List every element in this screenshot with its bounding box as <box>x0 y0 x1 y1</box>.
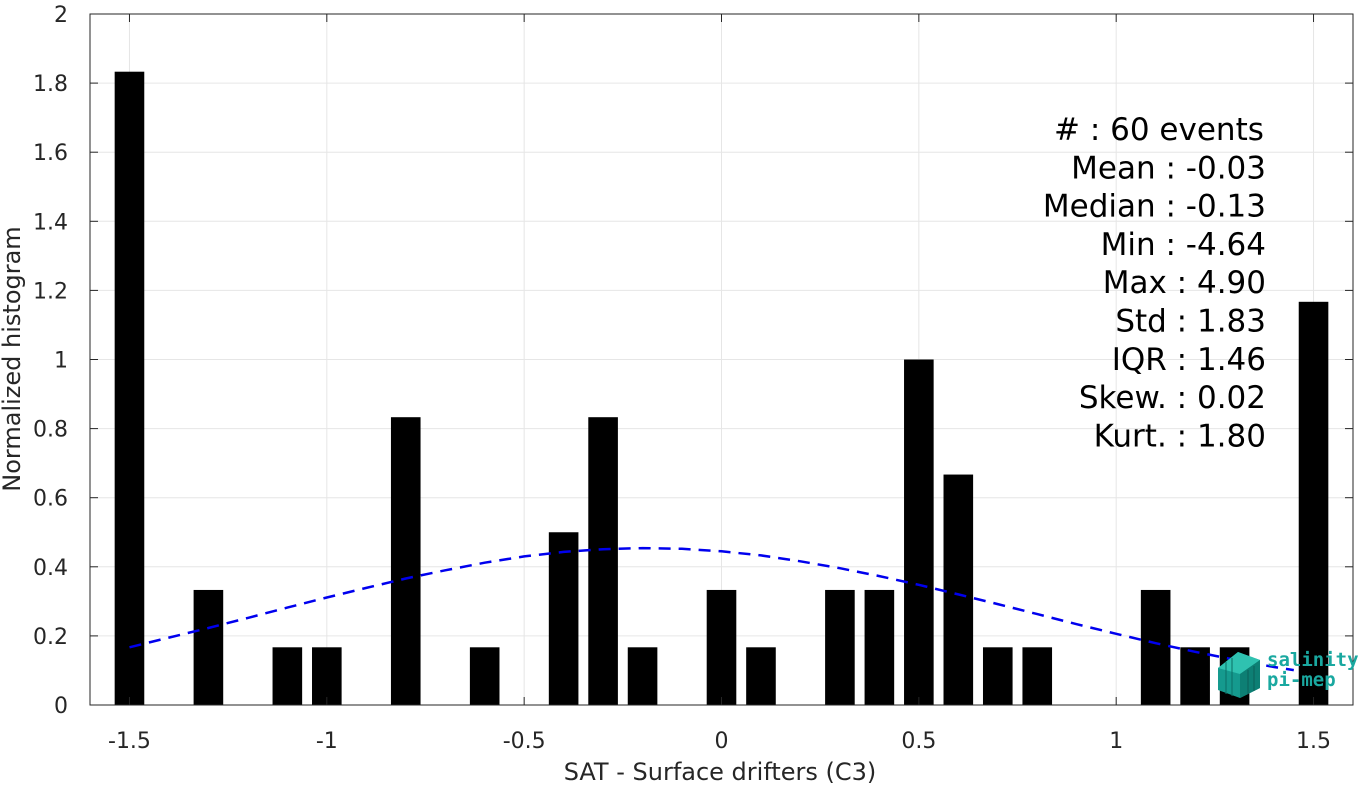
x-tick-label: 1 <box>1109 729 1123 754</box>
histogram-bar <box>706 589 737 705</box>
histogram-bar <box>312 647 342 705</box>
y-tick-label: 0.4 <box>33 556 68 581</box>
x-axis-label: SAT - Surface drifters (C3) <box>564 758 877 785</box>
histogram-bar <box>864 589 895 705</box>
x-axis-ticks: -1.5 -1 -0.5 0 0.5 1 1.5 <box>108 14 1331 754</box>
y-tick-label: 0.2 <box>33 625 68 650</box>
y-tick-label: 1.6 <box>33 141 68 166</box>
histogram-bar <box>193 589 224 705</box>
histogram-bar <box>1298 301 1329 705</box>
histogram-bar <box>588 417 618 705</box>
y-tick-label: 0 <box>54 694 68 719</box>
x-tick-label: -1 <box>316 729 338 754</box>
salinity-pi-mep-logo: salinity pi-mep <box>1218 649 1359 698</box>
stat-line: Min : -4.64 <box>1101 227 1266 263</box>
histogram-bar <box>272 647 303 705</box>
y-axis-ticks: 0 0.2 0.4 0.6 0.8 1 1.2 1.4 1.6 1.8 2 <box>33 3 1353 719</box>
logo-text-salinity: salinity <box>1267 649 1359 671</box>
histogram-bar <box>114 71 145 706</box>
x-tick-label: 0.5 <box>901 729 936 754</box>
normal-fit-curve <box>129 546 1294 672</box>
y-axis-label: Normalized histogram <box>0 226 26 491</box>
x-tick-label: -0.5 <box>503 729 546 754</box>
stat-line: Mean : -0.03 <box>1071 150 1266 186</box>
stat-line: Skew. : 0.02 <box>1079 380 1266 416</box>
histogram-bars <box>114 71 1329 706</box>
x-tick-label: 0 <box>715 729 729 754</box>
histogram-bar <box>1022 647 1053 705</box>
y-tick-label: 0.8 <box>33 418 68 443</box>
stat-line: IQR : 1.46 <box>1112 342 1266 378</box>
y-tick-label: 1.2 <box>33 279 68 304</box>
stat-line: Median : -0.13 <box>1043 189 1266 225</box>
histogram-bar <box>825 589 855 705</box>
stat-line: Max : 4.90 <box>1103 265 1266 301</box>
y-tick-label: 1.8 <box>33 72 68 97</box>
y-tick-label: 2 <box>54 3 68 28</box>
histogram-bar <box>1140 589 1171 705</box>
x-tick-label: -1.5 <box>108 729 151 754</box>
histogram-bar <box>1180 647 1210 705</box>
stat-line: Kurt. : 1.80 <box>1094 418 1266 454</box>
y-tick-label: 0.6 <box>33 487 68 512</box>
stat-line: # : 60 events <box>1054 112 1264 148</box>
x-tick-label: 1.5 <box>1296 729 1331 754</box>
logo-cube-icon <box>1218 652 1260 698</box>
y-tick-label: 1 <box>54 349 68 374</box>
histogram-bar <box>746 647 776 705</box>
histogram-bar <box>390 417 421 705</box>
histogram-bar <box>943 474 974 705</box>
logo-text-pi-mep: pi-mep <box>1267 669 1336 691</box>
histogram-bar <box>982 647 1013 705</box>
histogram-bar <box>548 532 579 705</box>
y-tick-label: 1.4 <box>33 210 68 235</box>
histogram-bar <box>904 359 934 705</box>
stat-line: Std : 1.83 <box>1115 304 1266 340</box>
histogram-bar <box>627 647 658 705</box>
histogram-bar <box>469 647 500 705</box>
